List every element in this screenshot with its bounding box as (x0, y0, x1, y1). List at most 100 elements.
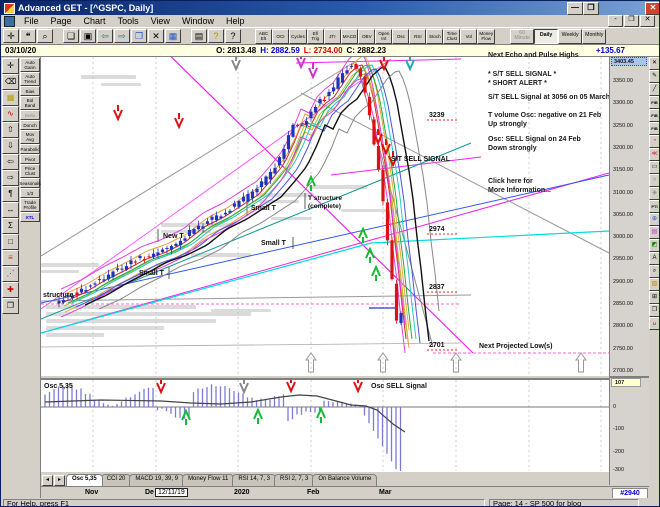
gann-circle-icon[interactable]: ◔ (649, 135, 659, 148)
child-minimize-button[interactable]: - (608, 15, 623, 27)
study-button-vol[interactable]: Vol (460, 28, 478, 44)
tab-cci-20[interactable]: CCI 20 (100, 474, 132, 486)
new-page-icon[interactable]: ❏ (63, 29, 79, 43)
study-button-stoch[interactable]: Stoch (426, 28, 444, 44)
pti-icon[interactable]: PTI (649, 200, 659, 213)
menu-item-file[interactable]: File (24, 16, 39, 26)
arrow-down-tool-icon[interactable]: ⇩ (2, 138, 19, 154)
text-a-icon[interactable]: A (649, 252, 659, 265)
pages-tool-icon[interactable]: ❐ (2, 298, 19, 314)
zoom-icon[interactable]: ⌕ (37, 29, 53, 43)
lock-icon[interactable]: ▣ (80, 29, 96, 43)
colors-icon[interactable]: ▨ (649, 278, 659, 291)
arrow-up-tool-icon[interactable]: ⇧ (2, 122, 19, 138)
study-button-bias[interactable]: Bias (20, 86, 40, 96)
document-icon[interactable] (4, 15, 15, 27)
chart-grid-icon[interactable]: ▦ (165, 29, 181, 43)
print-icon[interactable]: ▤ (191, 29, 207, 43)
minimize-button[interactable]: — (567, 2, 583, 15)
price-chart-canvas[interactable]: 3239 2974 2837 2701 S/T SELL SIGNAL Next Proj… (41, 52, 610, 376)
study-button-ell-trig[interactable]: Ell Trig (306, 28, 324, 44)
panel-splitter[interactable] (610, 376, 649, 378)
study-button-jti[interactable]: JTI (323, 28, 341, 44)
eraser-tool-icon[interactable]: ⌫ (2, 74, 19, 90)
study-button-auto-trend[interactable]: Auto Trend (20, 72, 40, 86)
rectangle-icon[interactable]: ▭ (649, 161, 659, 174)
forward-icon[interactable]: ⇨ (114, 29, 130, 43)
sum-tool-icon[interactable]: Σ (2, 218, 19, 234)
rect-tool-icon[interactable]: □ (2, 234, 19, 250)
study-button-bol-band[interactable]: Bol Band (20, 96, 40, 110)
menu-item-tools[interactable]: Tools (117, 16, 139, 26)
study-button-obv[interactable]: OBV (358, 28, 376, 44)
interval-button-weekly[interactable]: Weekly (558, 28, 583, 44)
menu-item-help[interactable]: Help (225, 16, 245, 26)
expand-tool-icon[interactable]: ↔ (2, 202, 19, 218)
menu-item-view[interactable]: View (150, 16, 170, 26)
pencil-icon[interactable]: ✎ (649, 70, 659, 83)
pointer-icon[interactable]: ✛ (3, 29, 19, 43)
text-tool-icon[interactable]: ¶ (2, 186, 19, 202)
study-button-abc-elt[interactable]: ABC Elt (255, 28, 272, 44)
close-button[interactable]: ✕ (645, 2, 659, 15)
mob-icon[interactable]: ◈ (649, 187, 659, 200)
menu-item-window[interactable]: Window (181, 16, 214, 26)
tab-rsi-2-7-3[interactable]: RSI 2, 7, 3 (274, 474, 315, 486)
delete-icon[interactable]: ✕ (148, 29, 164, 43)
study-button-rsi[interactable]: RSI (409, 28, 427, 44)
tab-on-balance-volume[interactable]: On Balance Volume (312, 474, 378, 486)
undo-icon[interactable]: U (649, 317, 659, 330)
study-button-oci[interactable]: OCI (272, 28, 289, 44)
quotes-icon[interactable]: ❝ (20, 29, 36, 43)
fib-ret-icon[interactable]: FIB (649, 109, 659, 122)
grid-icon[interactable]: ⊞ (649, 291, 659, 304)
menu-item-chart[interactable]: Chart (83, 16, 106, 26)
crosshair-tool-icon[interactable]: ✛ (2, 58, 19, 74)
study-button-auto-gann[interactable]: Auto Gann (20, 58, 40, 72)
study-button-parabolic[interactable]: Parabolic (20, 144, 40, 154)
study-button-mov-avg[interactable]: Mov Avg (20, 130, 40, 144)
study-button-osc[interactable]: Osc (392, 28, 410, 44)
oscillator-panel[interactable]: Osc 5,35 Osc SELL Signal (41, 378, 609, 473)
study-button-time-clust[interactable]: Time Clust (443, 28, 461, 44)
trendline-icon[interactable]: ╱ (649, 83, 659, 96)
trendlines-tool-icon[interactable]: ⋰ (2, 266, 19, 282)
tab-osc-5-35[interactable]: Osc 5,35 (66, 474, 103, 486)
study-button-cycles[interactable]: Cycles (289, 28, 307, 44)
cross-tool-icon[interactable]: ✚ (2, 282, 19, 298)
study-button-price-clust[interactable]: Price Clust (20, 164, 40, 178)
child-restore-button[interactable]: ❐ (624, 15, 639, 27)
fib-ext-icon[interactable]: FIB (649, 96, 659, 109)
lines-tool-icon[interactable]: ≡ (2, 250, 19, 266)
wave-tool-icon[interactable]: ∿ (2, 106, 19, 122)
mob-bands-icon[interactable]: ▤ (649, 226, 659, 239)
arrow-right-tool-icon[interactable]: ⇨ (2, 170, 19, 186)
fan-lines-icon[interactable]: ≪ (649, 148, 659, 161)
gann-grid-tool-icon[interactable]: ▦ (2, 90, 19, 106)
interval-button-60-minute[interactable]: 60 Minute (510, 28, 535, 44)
study-button-pivot[interactable]: Pivot (20, 154, 40, 164)
tab-macd-19-39-9[interactable]: MACD 19, 39, 9 (129, 474, 185, 486)
zoom-in-icon[interactable]: ⌕ (649, 265, 659, 278)
help-icon[interactable]: ? (225, 29, 241, 43)
fib-time-icon[interactable]: FIB (649, 122, 659, 135)
interval-button-monthly[interactable]: Monthly (582, 28, 607, 44)
maximize-button[interactable]: ❐ (583, 2, 599, 15)
study-button-delta[interactable]: Delta (20, 110, 40, 120)
paste-icon[interactable]: ❐ (131, 29, 147, 43)
menu-item-page[interactable]: Page (50, 16, 72, 26)
tjs-web-icon[interactable]: ⊕ (649, 213, 659, 226)
study-button-trade-profile[interactable]: Trade Profile (20, 198, 40, 212)
study-button-donch[interactable]: Donch (20, 120, 40, 130)
regression-icon[interactable]: ◩ (649, 239, 659, 252)
tab-scroll-left[interactable]: ◂ (42, 475, 53, 486)
tab-scroll-right[interactable]: ▸ (54, 475, 65, 486)
tab-rsi-14-7-3[interactable]: RSI 14, 7, 3 (232, 474, 276, 486)
study-button-1-3[interactable]: 1/3 (20, 188, 40, 198)
back-icon[interactable]: ⇦ (97, 29, 113, 43)
child-close-button[interactable]: ✕ (640, 15, 655, 27)
copy-page-icon[interactable]: ❒ (649, 304, 659, 317)
more-information-link[interactable]: More Information... (488, 187, 551, 194)
study-button-seasonals[interactable]: Seasonals (19, 178, 41, 188)
more-information-link[interactable]: Click here for (488, 178, 533, 185)
